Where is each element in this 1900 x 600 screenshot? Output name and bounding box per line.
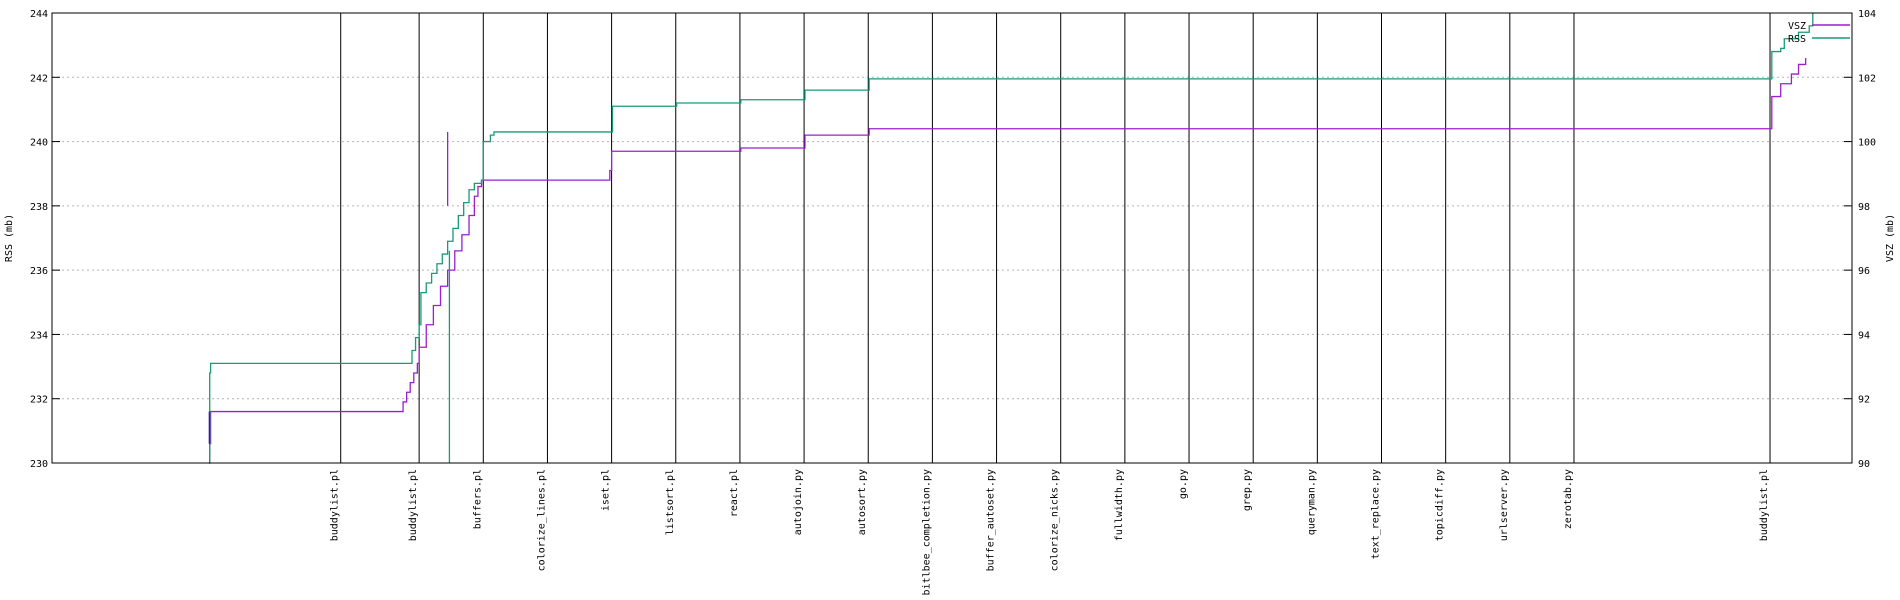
event-label: queryman.py: [1306, 469, 1317, 535]
event-label: listsort.pl: [665, 469, 676, 535]
right-tick-label: 100: [1858, 138, 1876, 149]
event-label: buffers.pl: [472, 469, 483, 529]
right-tick-label: 96: [1858, 266, 1870, 277]
left-tick-label: 236: [30, 266, 48, 277]
legend: VSZ RSS: [1788, 21, 1850, 45]
event-label: react.pl: [729, 469, 740, 517]
event-label: autosort.py: [857, 469, 868, 535]
event-label: fullwidth.py: [1114, 469, 1125, 541]
left-tick-label: 242: [30, 73, 48, 84]
left-tick-label: 240: [30, 138, 48, 149]
right-tick-label: 102: [1858, 73, 1876, 84]
right-axis-title: VSZ (mb): [1885, 214, 1896, 262]
legend-label-rss: RSS: [1788, 34, 1806, 45]
event-label: buddylist.pl: [330, 469, 341, 541]
series-layer: [208, 13, 1814, 464]
left-tick-label: 230: [30, 459, 48, 470]
tick-layer: 230 232 234 236 238 240 242 244 90 92 94 96 98 100 102…: [30, 9, 1876, 470]
right-tick-label: 94: [1858, 330, 1870, 341]
series-line-rss: [208, 13, 1814, 464]
event-label: topicdiff.py: [1435, 469, 1446, 541]
event-label-layer: buddylist.pl buddylist.pl buffers.pl colori…: [330, 469, 1770, 595]
event-marker-layer: [340, 13, 1771, 463]
series-line-vsz: [208, 58, 1807, 464]
event-label: colorize_lines.pl: [536, 469, 547, 571]
right-tick-label: 92: [1858, 395, 1870, 406]
event-label: urlserver.py: [1499, 469, 1510, 541]
event-label: autojoin.py: [793, 469, 804, 535]
left-tick-label: 244: [30, 9, 48, 20]
event-label: buddylist.pl: [408, 469, 419, 541]
event-label: zerotab.py: [1563, 469, 1574, 529]
left-axis-title: RSS (mb): [4, 214, 15, 262]
legend-label-vsz: VSZ: [1788, 21, 1806, 32]
event-label: bitlbee_completion.py: [921, 469, 932, 595]
right-tick-label: 104: [1858, 9, 1876, 20]
left-tick-label: 238: [30, 202, 48, 213]
event-label: buddylist.pl: [1759, 469, 1770, 541]
grid-layer: [52, 76, 1852, 400]
event-label: go.py: [1178, 469, 1189, 499]
left-tick-label: 232: [30, 395, 48, 406]
event-label: grep.py: [1242, 469, 1253, 511]
event-label: buffer_autoset.py: [986, 469, 997, 571]
left-tick-label: 234: [30, 330, 48, 341]
event-label: iset.pl: [601, 469, 612, 511]
event-label: colorize_nicks.py: [1050, 469, 1061, 571]
right-tick-label: 90: [1858, 459, 1870, 470]
event-label: text_replace.py: [1371, 469, 1382, 559]
right-tick-label: 98: [1858, 202, 1870, 213]
plot-frame: [51, 12, 1853, 464]
